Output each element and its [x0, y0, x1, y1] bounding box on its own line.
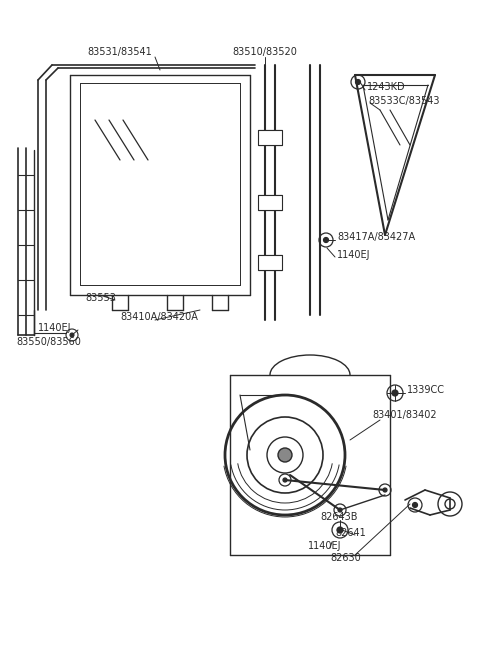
Text: 83550/83560: 83550/83560 — [16, 337, 81, 347]
Bar — [258, 255, 282, 270]
Circle shape — [337, 527, 343, 533]
Bar — [258, 195, 282, 210]
Circle shape — [283, 478, 287, 482]
Circle shape — [338, 508, 342, 512]
Text: 1243KD: 1243KD — [367, 82, 406, 92]
Text: 1140EJ: 1140EJ — [38, 323, 72, 333]
Text: 82641: 82641 — [335, 528, 366, 538]
Circle shape — [383, 488, 387, 492]
Text: 83553: 83553 — [85, 293, 116, 303]
Circle shape — [324, 237, 328, 242]
Circle shape — [70, 333, 74, 337]
Text: 1140EJ: 1140EJ — [308, 541, 341, 551]
Text: 82643B: 82643B — [320, 512, 358, 522]
Text: 83533C/83543: 83533C/83543 — [368, 96, 440, 106]
Circle shape — [392, 390, 398, 396]
Text: 83417A/83427A: 83417A/83427A — [337, 232, 415, 242]
Circle shape — [278, 448, 292, 462]
Text: 83510/83520: 83510/83520 — [233, 47, 298, 57]
Text: 1140EJ: 1140EJ — [337, 250, 371, 260]
Text: 83531/83541: 83531/83541 — [88, 47, 152, 57]
Text: 83410A/83420A: 83410A/83420A — [120, 312, 198, 322]
Bar — [258, 130, 282, 145]
Circle shape — [356, 79, 360, 85]
Circle shape — [412, 503, 418, 507]
Text: 82630: 82630 — [330, 553, 361, 563]
Text: 1339CC: 1339CC — [407, 385, 445, 395]
Text: 83401/83402: 83401/83402 — [372, 410, 437, 420]
